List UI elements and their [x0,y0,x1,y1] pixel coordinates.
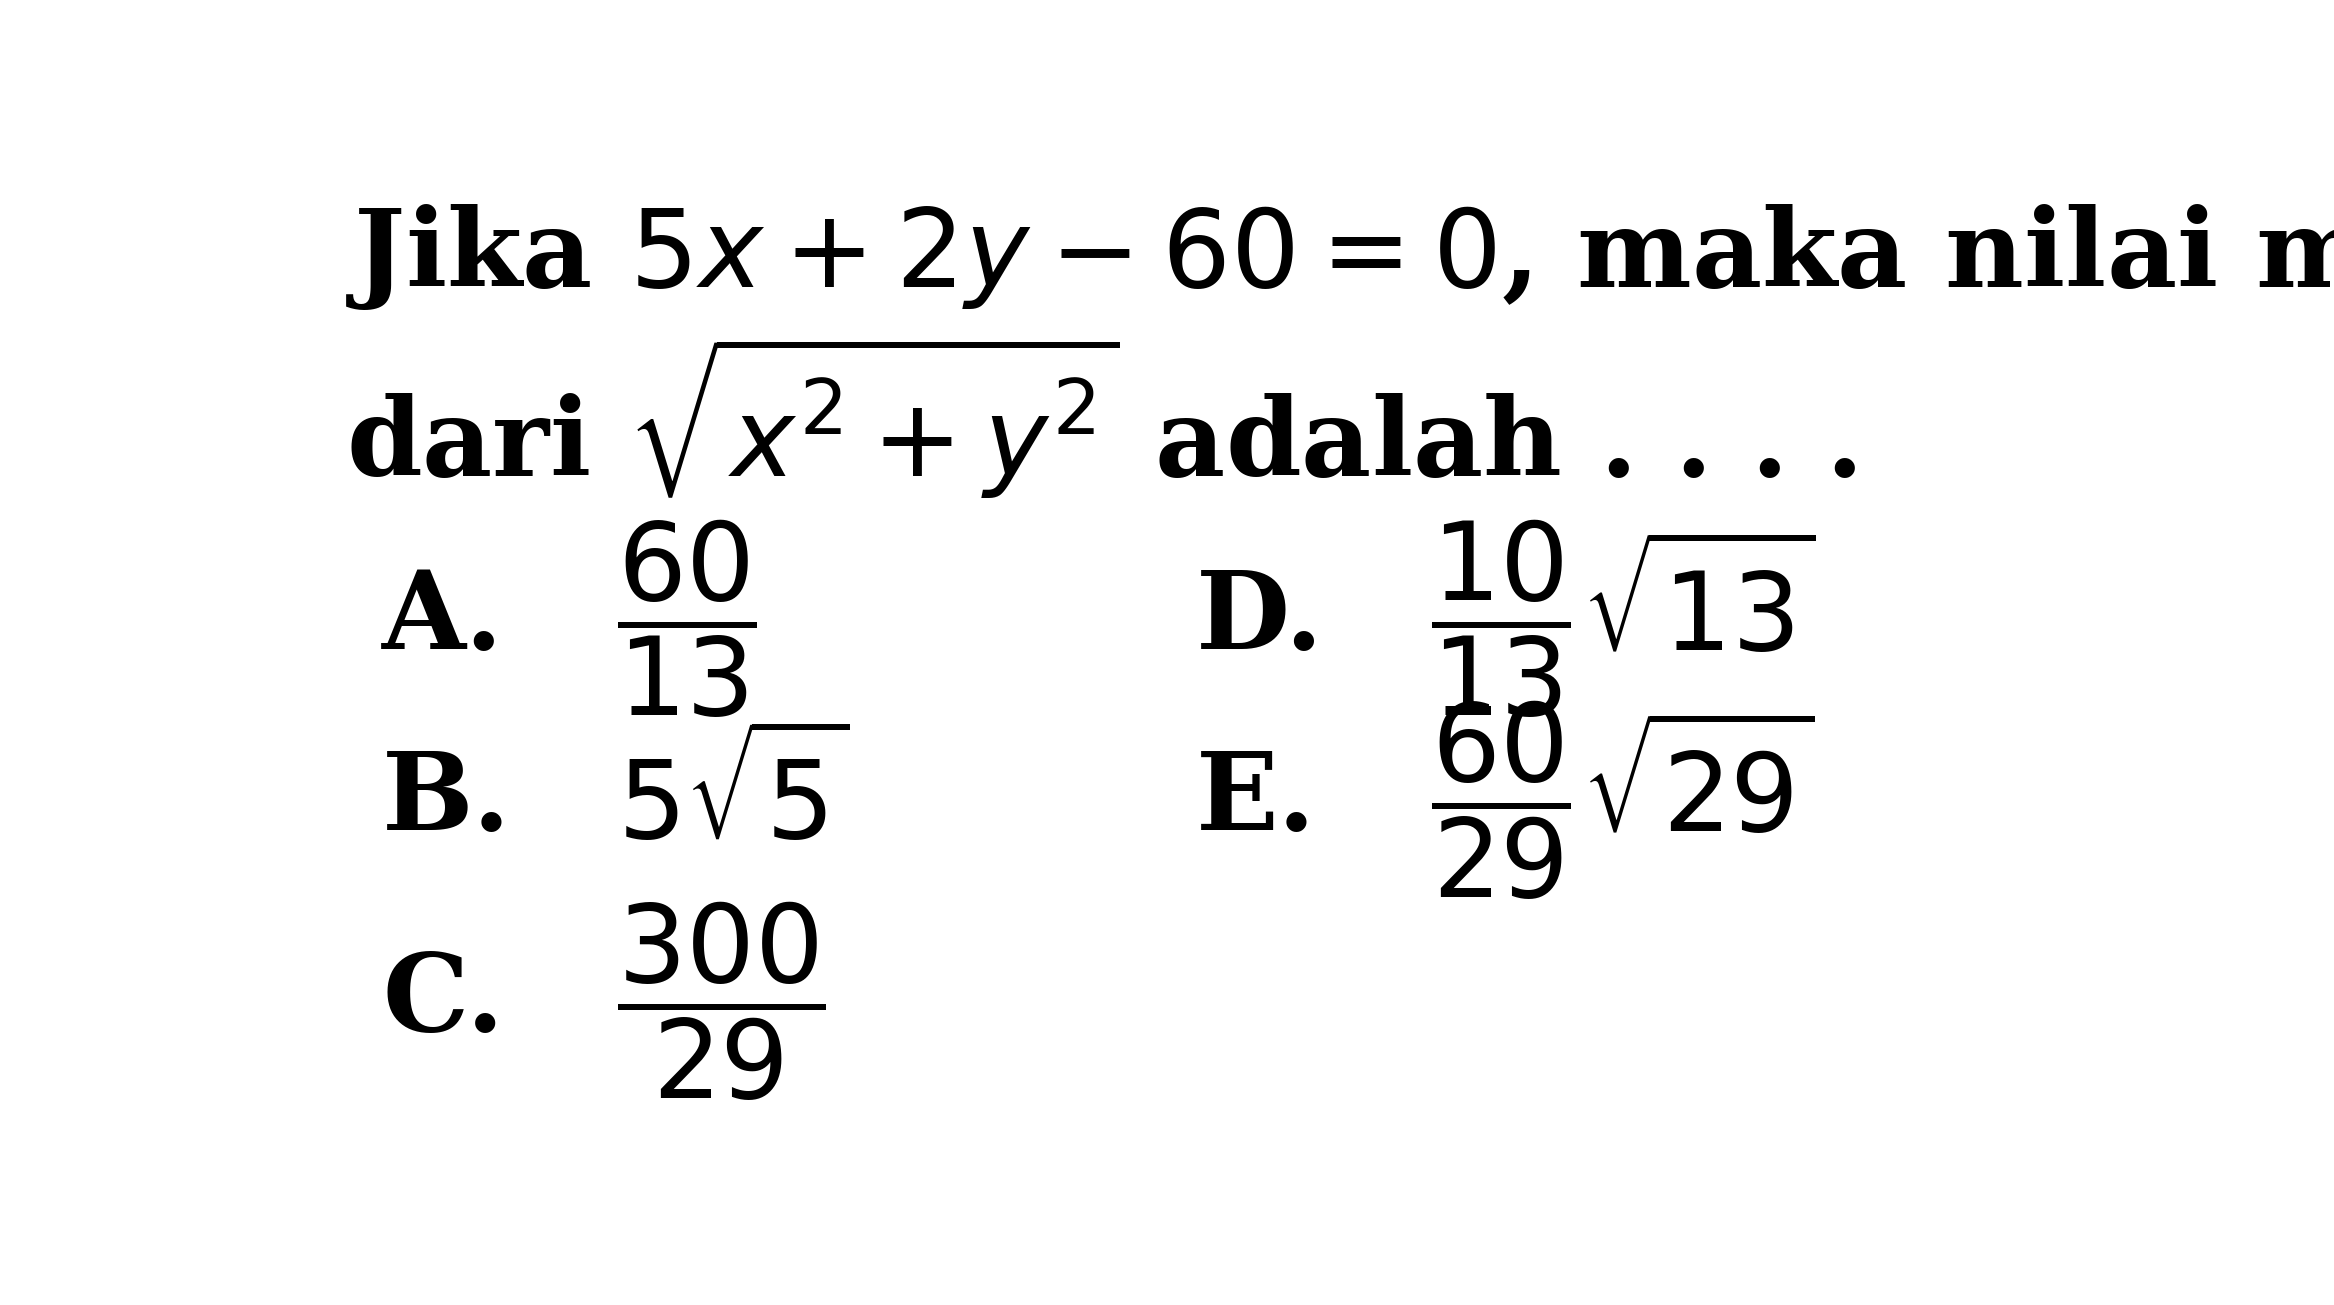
Text: $\dfrac{300}{29}$: $\dfrac{300}{29}$ [616,899,826,1103]
Text: $5\sqrt{5}$: $5\sqrt{5}$ [616,736,850,863]
Text: Jika $5x + 2y - 60 = 0$, maka nilai minimum: Jika $5x + 2y - 60 = 0$, maka nilai mini… [345,202,2334,312]
Text: $\dfrac{10}{13}\sqrt{13}$: $\dfrac{10}{13}\sqrt{13}$ [1431,517,1816,720]
Text: A.: A. [383,566,504,672]
Text: E.: E. [1195,746,1316,852]
Text: D.: D. [1195,566,1323,672]
Text: B.: B. [383,746,511,852]
Text: $\dfrac{60}{29}\sqrt{29}$: $\dfrac{60}{29}\sqrt{29}$ [1431,698,1816,902]
Text: C.: C. [383,947,504,1053]
Text: dari $\sqrt{x^2 + y^2}$ adalah . . . .: dari $\sqrt{x^2 + y^2}$ adalah . . . . [345,334,1856,501]
Text: $\dfrac{60}{13}$: $\dfrac{60}{13}$ [616,517,756,720]
